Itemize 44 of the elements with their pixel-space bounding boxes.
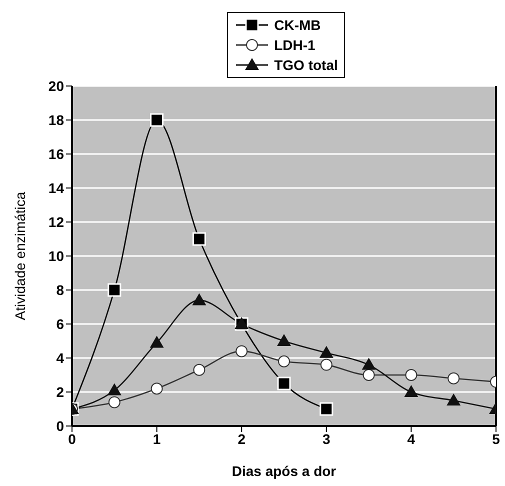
y-tick-label: 0 xyxy=(56,418,64,434)
y-tick-label: 18 xyxy=(48,112,64,128)
legend-label: TGO total xyxy=(274,57,338,73)
y-tick-label: 12 xyxy=(48,214,64,230)
x-tick-label: 4 xyxy=(407,430,416,447)
legend-label: LDH-1 xyxy=(274,37,316,53)
y-tick-label: 16 xyxy=(48,146,64,162)
point xyxy=(320,402,334,416)
x-tick-label: 0 xyxy=(68,430,76,447)
point xyxy=(446,394,461,406)
point xyxy=(150,336,164,348)
point xyxy=(320,358,332,371)
y-tick-label: 8 xyxy=(56,282,64,298)
legend-label: CK-MB xyxy=(274,17,321,33)
point xyxy=(236,345,248,358)
point xyxy=(277,376,291,390)
x-tick-label: 1 xyxy=(152,430,161,447)
y-tick-label: 14 xyxy=(48,180,64,196)
y-tick-label: 2 xyxy=(56,384,64,400)
y-tick-label: 6 xyxy=(56,316,64,332)
y-tick-label: 4 xyxy=(56,350,64,366)
point xyxy=(192,232,206,246)
point xyxy=(362,369,375,381)
x-tick-label: 5 xyxy=(492,430,500,447)
point xyxy=(277,334,291,346)
point xyxy=(107,383,122,396)
point xyxy=(404,385,418,397)
point xyxy=(405,369,418,381)
point xyxy=(108,396,120,408)
y-tick-label: 10 xyxy=(48,248,64,264)
point xyxy=(278,355,290,368)
point xyxy=(362,358,376,370)
point xyxy=(108,283,122,297)
point xyxy=(319,346,334,358)
y-tick-label: 20 xyxy=(48,78,64,94)
point xyxy=(448,372,460,384)
point xyxy=(150,382,163,395)
point xyxy=(192,293,206,306)
x-tick-label: 2 xyxy=(238,430,246,447)
x-axis-title: Dias após a dor xyxy=(232,463,337,479)
point xyxy=(150,113,164,127)
point xyxy=(193,364,206,376)
x-tick-label: 3 xyxy=(322,430,330,447)
y-axis-title: Atividade enzimática xyxy=(12,192,28,320)
